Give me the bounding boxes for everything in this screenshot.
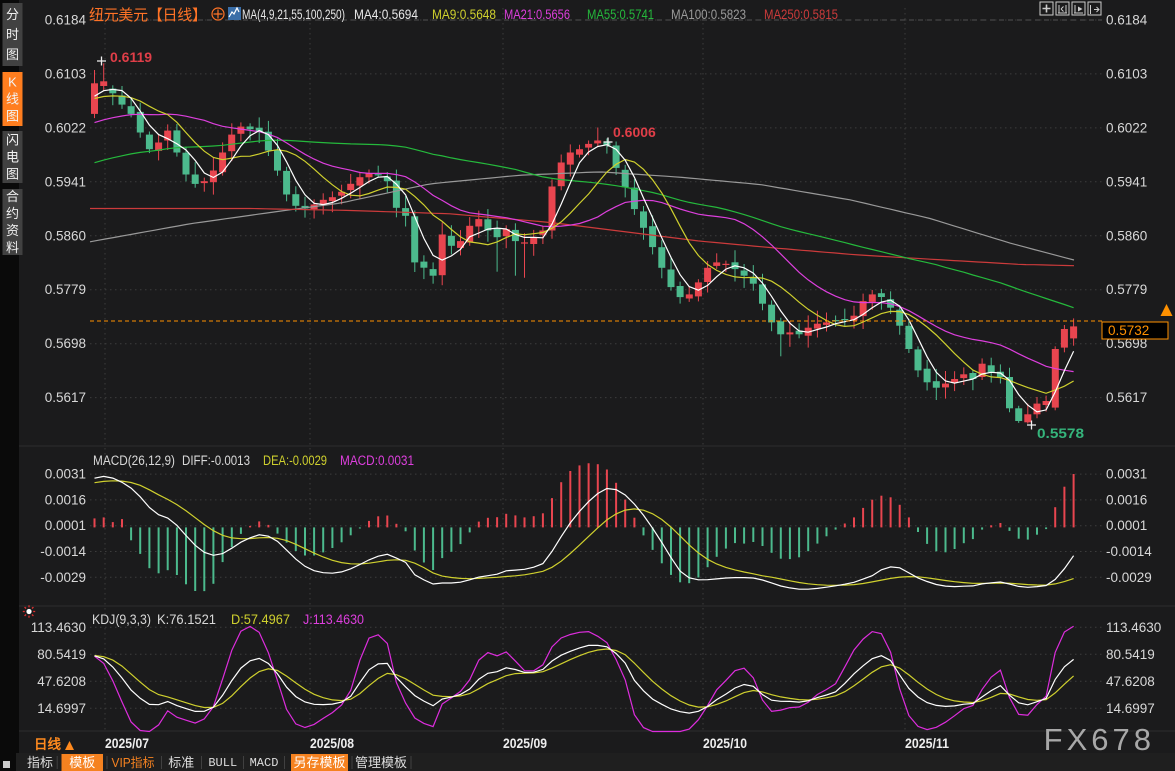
svg-text:标准: 标准 xyxy=(168,755,194,770)
svg-text:0.0001: 0.0001 xyxy=(1106,518,1147,533)
svg-text:0.6184: 0.6184 xyxy=(1106,13,1148,28)
svg-text:0.6184: 0.6184 xyxy=(45,13,87,28)
svg-text:0.5941: 0.5941 xyxy=(1106,174,1147,189)
svg-text:0.5698: 0.5698 xyxy=(1106,336,1147,351)
svg-text:电: 电 xyxy=(6,150,19,165)
svg-text:图: 图 xyxy=(6,109,19,124)
svg-text:2025/09: 2025/09 xyxy=(503,736,547,751)
svg-text:约: 约 xyxy=(6,206,19,221)
svg-text:MACD(26,12,9): MACD(26,12,9) xyxy=(93,453,175,468)
svg-text:MA250:0.5815: MA250:0.5815 xyxy=(764,6,838,22)
svg-text:0.6103: 0.6103 xyxy=(1106,66,1147,81)
svg-text:图: 图 xyxy=(6,167,19,182)
svg-text:14.6997: 14.6997 xyxy=(37,701,86,716)
svg-text:0.5779: 0.5779 xyxy=(45,282,86,297)
svg-text:113.4630: 113.4630 xyxy=(31,620,86,635)
svg-text:0.5860: 0.5860 xyxy=(45,228,86,243)
svg-text:合: 合 xyxy=(6,189,19,204)
svg-text:线: 线 xyxy=(6,92,19,107)
svg-text:80.5419: 80.5419 xyxy=(37,647,86,662)
svg-text:纽元美元【日线】: 纽元美元【日线】 xyxy=(89,7,207,24)
svg-text:2025/10: 2025/10 xyxy=(703,736,747,751)
svg-text:0.0016: 0.0016 xyxy=(45,492,86,507)
svg-text:113.4630: 113.4630 xyxy=(1106,620,1161,635)
svg-text:MA100:0.5823: MA100:0.5823 xyxy=(671,6,746,22)
svg-text:MA(4,9,21,55,100,250): MA(4,9,21,55,100,250) xyxy=(242,6,345,22)
svg-text:DEA:-0.0029: DEA:-0.0029 xyxy=(263,453,327,468)
svg-text:MA21:0.5656: MA21:0.5656 xyxy=(504,6,570,22)
svg-text:管理模板: 管理模板 xyxy=(355,755,407,770)
svg-text:-0.0014: -0.0014 xyxy=(1106,544,1152,559)
svg-text:MA9:0.5648: MA9:0.5648 xyxy=(432,6,496,22)
svg-text:47.6208: 47.6208 xyxy=(1106,674,1155,689)
svg-text:0.5779: 0.5779 xyxy=(1106,282,1147,297)
svg-text:-0.0029: -0.0029 xyxy=(40,570,86,585)
svg-text:分: 分 xyxy=(6,7,19,22)
svg-text:0.5941: 0.5941 xyxy=(45,174,86,189)
svg-text:MA55:0.5741: MA55:0.5741 xyxy=(587,6,654,22)
svg-text:图: 图 xyxy=(6,47,19,62)
svg-text:J:113.4630: J:113.4630 xyxy=(303,612,364,627)
svg-text:2025/08: 2025/08 xyxy=(310,736,354,751)
svg-text:DIFF:-0.0013: DIFF:-0.0013 xyxy=(182,453,250,468)
svg-text:BULL: BULL xyxy=(208,756,237,770)
svg-text:0.0031: 0.0031 xyxy=(45,467,86,482)
svg-text:0.5578: 0.5578 xyxy=(1037,425,1084,441)
svg-text:2025/07: 2025/07 xyxy=(105,736,149,751)
svg-text:MACD: MACD xyxy=(250,756,279,770)
svg-text:0.6006: 0.6006 xyxy=(613,124,656,140)
svg-text:2025/11: 2025/11 xyxy=(905,736,949,751)
svg-text:14.6997: 14.6997 xyxy=(1106,701,1155,716)
svg-text:0.5617: 0.5617 xyxy=(45,390,86,405)
svg-text:0.0016: 0.0016 xyxy=(1106,492,1147,507)
svg-text:0.5698: 0.5698 xyxy=(45,336,86,351)
svg-text:0.6022: 0.6022 xyxy=(1106,120,1147,135)
svg-text:模板: 模板 xyxy=(69,755,95,770)
svg-text:-0.0029: -0.0029 xyxy=(1106,570,1152,585)
svg-text:另存模板: 另存模板 xyxy=(293,755,345,770)
svg-text:0.0031: 0.0031 xyxy=(1106,467,1147,482)
svg-text:闪: 闪 xyxy=(6,133,19,148)
svg-text:KDJ(9,3,3): KDJ(9,3,3) xyxy=(92,612,151,627)
svg-text:料: 料 xyxy=(6,240,19,255)
svg-text:0.6119: 0.6119 xyxy=(110,49,152,65)
svg-text:MA4:0.5694: MA4:0.5694 xyxy=(354,6,418,22)
svg-text:47.6208: 47.6208 xyxy=(37,674,86,689)
svg-text:0.5617: 0.5617 xyxy=(1106,390,1147,405)
svg-text:D:57.4967: D:57.4967 xyxy=(231,612,290,627)
svg-text:0.0001: 0.0001 xyxy=(45,518,86,533)
svg-text:K: K xyxy=(8,75,17,90)
svg-text:VIP指标: VIP指标 xyxy=(112,755,155,770)
svg-text:80.5419: 80.5419 xyxy=(1106,647,1155,662)
svg-text:FX678: FX678 xyxy=(1044,722,1155,757)
svg-text:时: 时 xyxy=(6,27,19,42)
svg-text:资: 资 xyxy=(6,223,19,238)
svg-text:日线: 日线 xyxy=(34,736,61,752)
svg-text:K:76.1521: K:76.1521 xyxy=(157,612,216,627)
svg-text:0.6022: 0.6022 xyxy=(45,120,86,135)
svg-text:0.6103: 0.6103 xyxy=(45,66,86,81)
svg-text:指标: 指标 xyxy=(27,755,53,770)
svg-text:-0.0014: -0.0014 xyxy=(40,544,86,559)
svg-text:0.5860: 0.5860 xyxy=(1106,228,1147,243)
svg-text:MACD:0.0031: MACD:0.0031 xyxy=(340,453,414,468)
svg-text:0.5732: 0.5732 xyxy=(1108,323,1149,338)
